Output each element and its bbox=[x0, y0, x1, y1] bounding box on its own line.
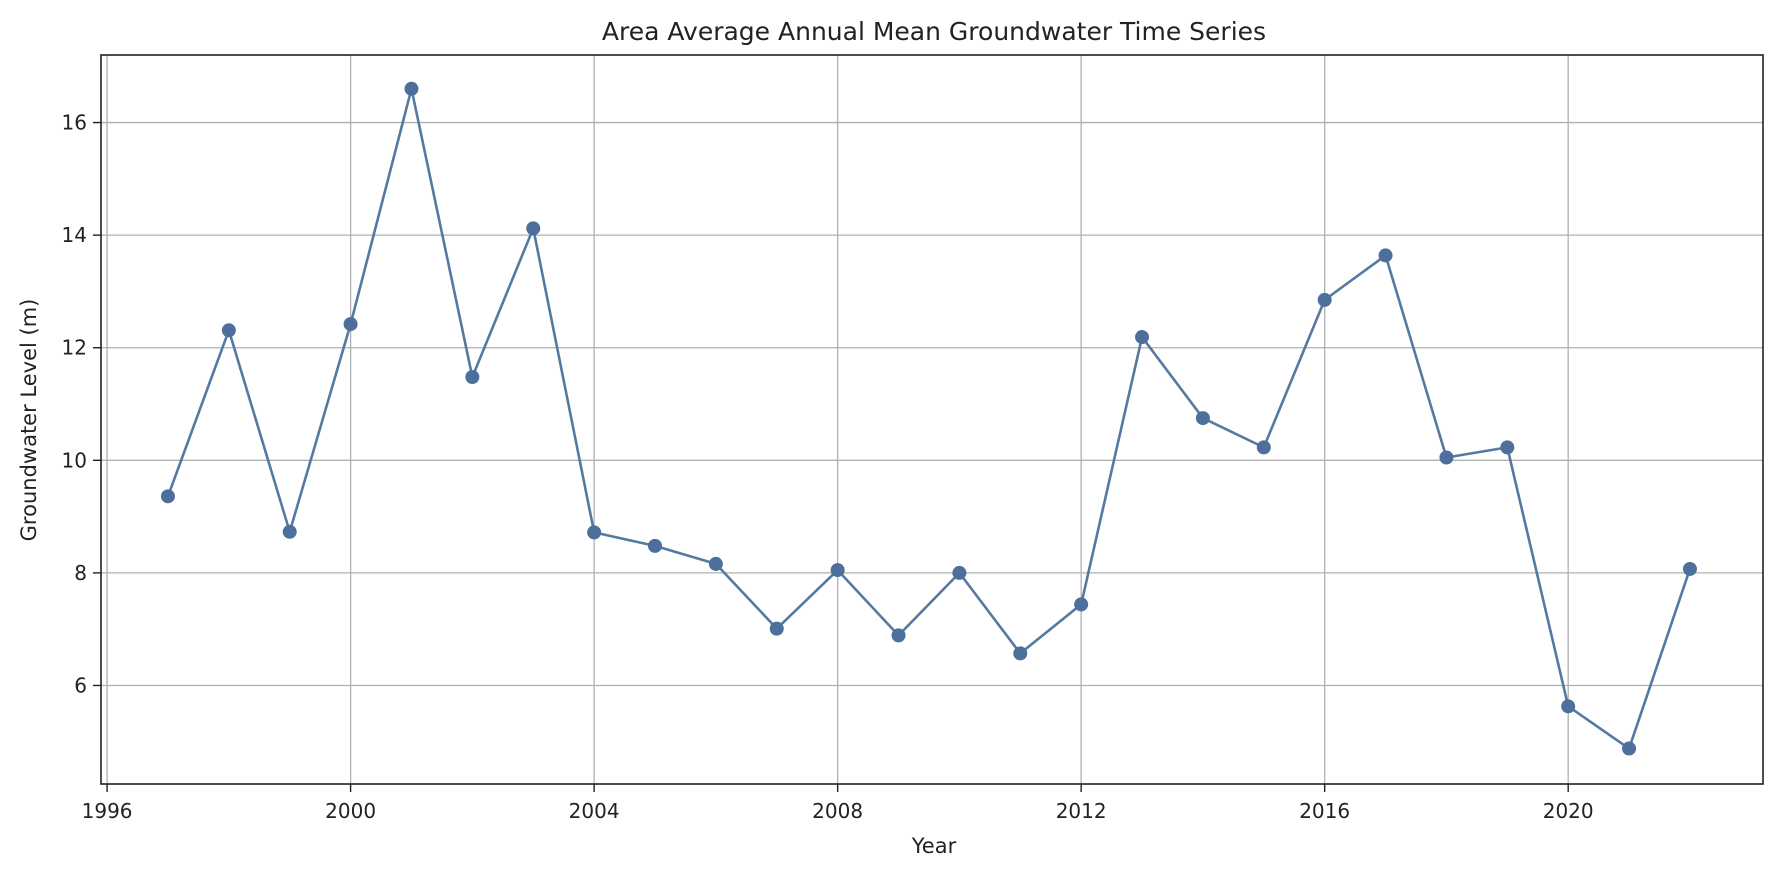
data-point bbox=[1682, 561, 1697, 576]
y-tick-label: 12 bbox=[62, 336, 87, 360]
data-point bbox=[830, 563, 845, 578]
data-point bbox=[769, 621, 784, 636]
y-tick-label: 8 bbox=[74, 561, 87, 585]
x-axis-label: Year bbox=[911, 834, 957, 858]
x-tick-label: 2000 bbox=[325, 799, 376, 823]
data-point bbox=[891, 628, 906, 643]
chart-title: Area Average Annual Mean Groundwater Tim… bbox=[602, 17, 1266, 46]
data-point bbox=[465, 369, 480, 384]
data-point bbox=[221, 323, 236, 338]
data-point bbox=[1135, 330, 1150, 345]
grid-lines bbox=[101, 55, 1763, 784]
data-point bbox=[1074, 597, 1089, 612]
data-point bbox=[343, 317, 358, 332]
y-tick-label: 14 bbox=[62, 223, 87, 247]
y-tick-label: 16 bbox=[62, 111, 87, 135]
series-groundwater bbox=[160, 81, 1697, 756]
data-point bbox=[1256, 440, 1271, 455]
data-point bbox=[1500, 440, 1515, 455]
data-point bbox=[708, 556, 723, 571]
x-tick-label: 2020 bbox=[1543, 799, 1594, 823]
data-point bbox=[1439, 450, 1454, 465]
series-line bbox=[166, 87, 1692, 750]
y-axis-label: Groundwater Level (m) bbox=[17, 299, 41, 542]
x-tick-label: 2012 bbox=[1056, 799, 1107, 823]
data-point bbox=[952, 565, 967, 580]
data-point bbox=[1317, 292, 1332, 307]
x-axis-ticks: 1996 2000 2004 2008 2012 2016 2020 bbox=[82, 784, 1594, 823]
data-point bbox=[587, 525, 602, 540]
data-point bbox=[1013, 646, 1028, 661]
y-tick-label: 6 bbox=[74, 673, 87, 697]
data-point bbox=[1378, 248, 1393, 263]
plot-area-frame bbox=[100, 54, 1764, 785]
x-tick-label: 2016 bbox=[1299, 799, 1350, 823]
data-point bbox=[1561, 699, 1576, 714]
x-tick-label: 1996 bbox=[82, 799, 133, 823]
data-point bbox=[404, 81, 419, 96]
x-tick-label: 2008 bbox=[812, 799, 863, 823]
data-point bbox=[1195, 411, 1210, 426]
data-point bbox=[282, 524, 297, 539]
data-point bbox=[160, 489, 175, 504]
data-point bbox=[526, 221, 541, 236]
y-tick-label: 10 bbox=[62, 448, 87, 472]
y-axis-ticks: 6 8 10 12 14 16 bbox=[62, 111, 101, 697]
data-point bbox=[648, 538, 662, 553]
data-point bbox=[1622, 741, 1637, 756]
x-tick-label: 2004 bbox=[569, 799, 620, 823]
